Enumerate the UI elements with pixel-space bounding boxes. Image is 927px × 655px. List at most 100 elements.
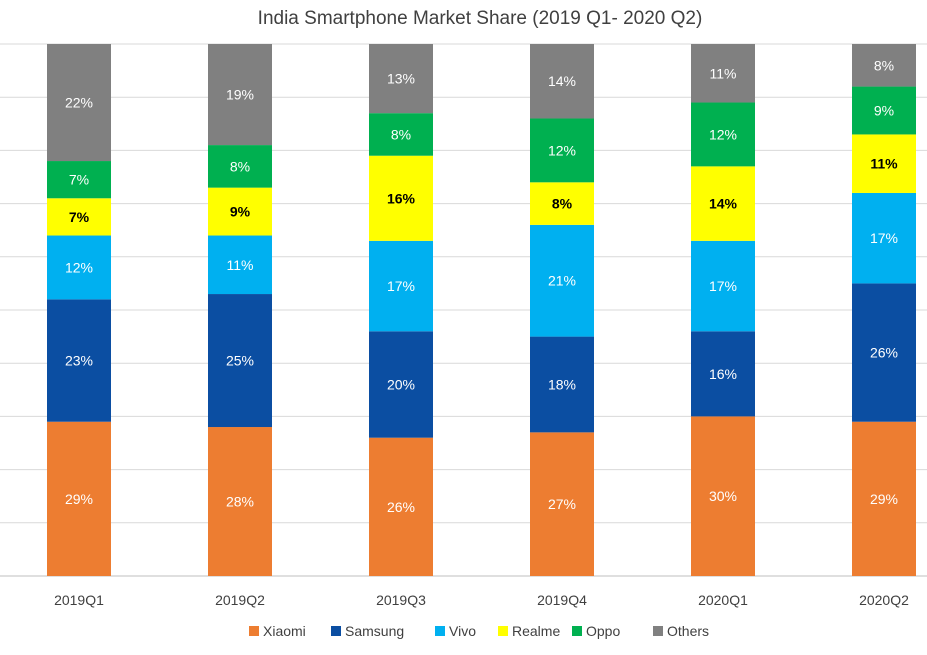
bar-oppo-2020Q2 xyxy=(852,86,916,135)
legend-label: Samsung xyxy=(345,623,404,639)
data-label: 17% xyxy=(709,278,737,294)
bar-xiaomi-2019Q2 xyxy=(208,427,272,576)
data-label: 8% xyxy=(874,57,894,73)
legend-item-others: Others xyxy=(653,623,709,639)
bar-realme-2019Q3 xyxy=(369,155,433,241)
bar-realme-2020Q2 xyxy=(852,134,916,193)
data-label: 23% xyxy=(65,353,93,369)
bar-others-2020Q1 xyxy=(691,44,755,103)
bar-samsung-2020Q1 xyxy=(691,331,755,417)
data-label: 7% xyxy=(69,172,89,188)
data-label: 14% xyxy=(709,196,738,212)
bar-others-2019Q1 xyxy=(47,44,111,162)
bar-stack-2020Q1: 30% 16% 17% 14% 12% 11% xyxy=(691,44,755,576)
data-label: 25% xyxy=(226,353,254,369)
legend-swatch xyxy=(331,626,341,636)
x-tick-label: 2019Q4 xyxy=(537,592,587,608)
data-label: 9% xyxy=(874,103,894,119)
data-label: 16% xyxy=(387,190,416,206)
bar-others-2019Q3 xyxy=(369,44,433,114)
bar-vivo-2019Q2 xyxy=(208,235,272,295)
bar-stack-2019Q4: 27% 18% 21% 8% 12% 14% xyxy=(530,44,594,576)
data-label: 12% xyxy=(65,259,93,275)
data-label: 8% xyxy=(230,158,250,174)
legend: Xiaomi Samsung Vivo Realme Oppo Others xyxy=(249,623,709,639)
legend-label: Others xyxy=(667,623,709,639)
x-tick-label: 2019Q1 xyxy=(54,592,104,608)
legend-label: Vivo xyxy=(449,623,476,639)
bar-samsung-2019Q1 xyxy=(47,299,111,422)
bar-oppo-2020Q1 xyxy=(691,102,755,167)
data-label: 29% xyxy=(65,491,93,507)
bar-vivo-2020Q2 xyxy=(852,192,916,284)
data-label: 9% xyxy=(230,204,251,220)
data-label: 19% xyxy=(226,87,254,103)
bar-oppo-2019Q1 xyxy=(47,161,111,199)
data-label: 30% xyxy=(709,488,737,504)
data-label: 27% xyxy=(548,496,576,512)
bar-realme-2019Q2 xyxy=(208,187,272,236)
bar-vivo-2019Q1 xyxy=(47,235,111,300)
bar-oppo-2019Q4 xyxy=(530,118,594,183)
bar-stack-2019Q1: 29% 23% 12% 7% 7% 22% xyxy=(47,44,111,576)
legend-item-realme: Realme xyxy=(498,623,560,639)
data-label: 13% xyxy=(387,71,415,87)
bar-others-2019Q2 xyxy=(208,44,272,146)
data-label: 11% xyxy=(227,257,254,273)
data-label: 17% xyxy=(870,230,898,246)
bar-xiaomi-2019Q1 xyxy=(47,421,111,576)
bar-stack-2019Q3: 26% 20% 17% 16% 8% 13% xyxy=(369,44,433,576)
data-label: 26% xyxy=(387,499,415,515)
data-label: 21% xyxy=(548,273,576,289)
bar-realme-2020Q1 xyxy=(691,166,755,241)
gridlines xyxy=(0,43,927,577)
bar-xiaomi-2019Q3 xyxy=(369,437,433,576)
data-label: 22% xyxy=(65,95,93,111)
bar-oppo-2019Q3 xyxy=(369,113,433,156)
bar-xiaomi-2020Q2 xyxy=(852,421,916,576)
data-label: 8% xyxy=(552,196,573,212)
data-label: 29% xyxy=(870,491,898,507)
data-label: 20% xyxy=(387,376,415,392)
x-tick-label: 2020Q1 xyxy=(698,592,748,608)
bar-xiaomi-2020Q1 xyxy=(691,416,755,576)
bar-stack-2019Q2: 28% 25% 11% 9% 8% 19% xyxy=(208,44,272,576)
legend-item-samsung: Samsung xyxy=(331,623,404,639)
data-label: 14% xyxy=(548,73,576,89)
bar-vivo-2020Q1 xyxy=(691,240,755,332)
bar-vivo-2019Q4 xyxy=(530,224,594,337)
bars: 29% 23% 12% 7% 7% 22% 28% 25% 11% 9% 8% 19% 26% 20% 17… xyxy=(47,44,916,576)
data-label: 16% xyxy=(709,366,737,382)
bar-samsung-2019Q4 xyxy=(530,336,594,433)
bar-samsung-2019Q3 xyxy=(369,331,433,438)
bar-others-2020Q2 xyxy=(852,44,916,87)
legend-item-vivo: Vivo xyxy=(435,623,476,639)
data-label: 11% xyxy=(710,65,737,81)
x-tick-label: 2019Q2 xyxy=(215,592,265,608)
legend-swatch xyxy=(498,626,508,636)
legend-swatch xyxy=(249,626,259,636)
bar-vivo-2019Q3 xyxy=(369,240,433,332)
chart-title: India Smartphone Market Share (2019 Q1- … xyxy=(258,8,703,29)
bar-samsung-2019Q2 xyxy=(208,294,272,428)
legend-label: Realme xyxy=(512,623,560,639)
legend-label: Oppo xyxy=(586,623,620,639)
data-label: 12% xyxy=(709,126,737,142)
data-label: 8% xyxy=(391,126,411,142)
data-label: 17% xyxy=(387,278,415,294)
bar-others-2019Q4 xyxy=(530,44,594,119)
data-label: 18% xyxy=(548,376,576,392)
data-label: 11% xyxy=(870,156,898,172)
legend-label: Xiaomi xyxy=(263,623,306,639)
bar-oppo-2019Q2 xyxy=(208,145,272,188)
bar-xiaomi-2019Q4 xyxy=(530,432,594,576)
bar-samsung-2020Q2 xyxy=(852,283,916,422)
bar-realme-2019Q4 xyxy=(530,182,594,225)
legend-swatch xyxy=(653,626,663,636)
x-tick-label: 2020Q2 xyxy=(859,592,909,608)
x-tick-label: 2019Q3 xyxy=(376,592,426,608)
data-label: 26% xyxy=(870,345,898,361)
legend-swatch xyxy=(572,626,582,636)
